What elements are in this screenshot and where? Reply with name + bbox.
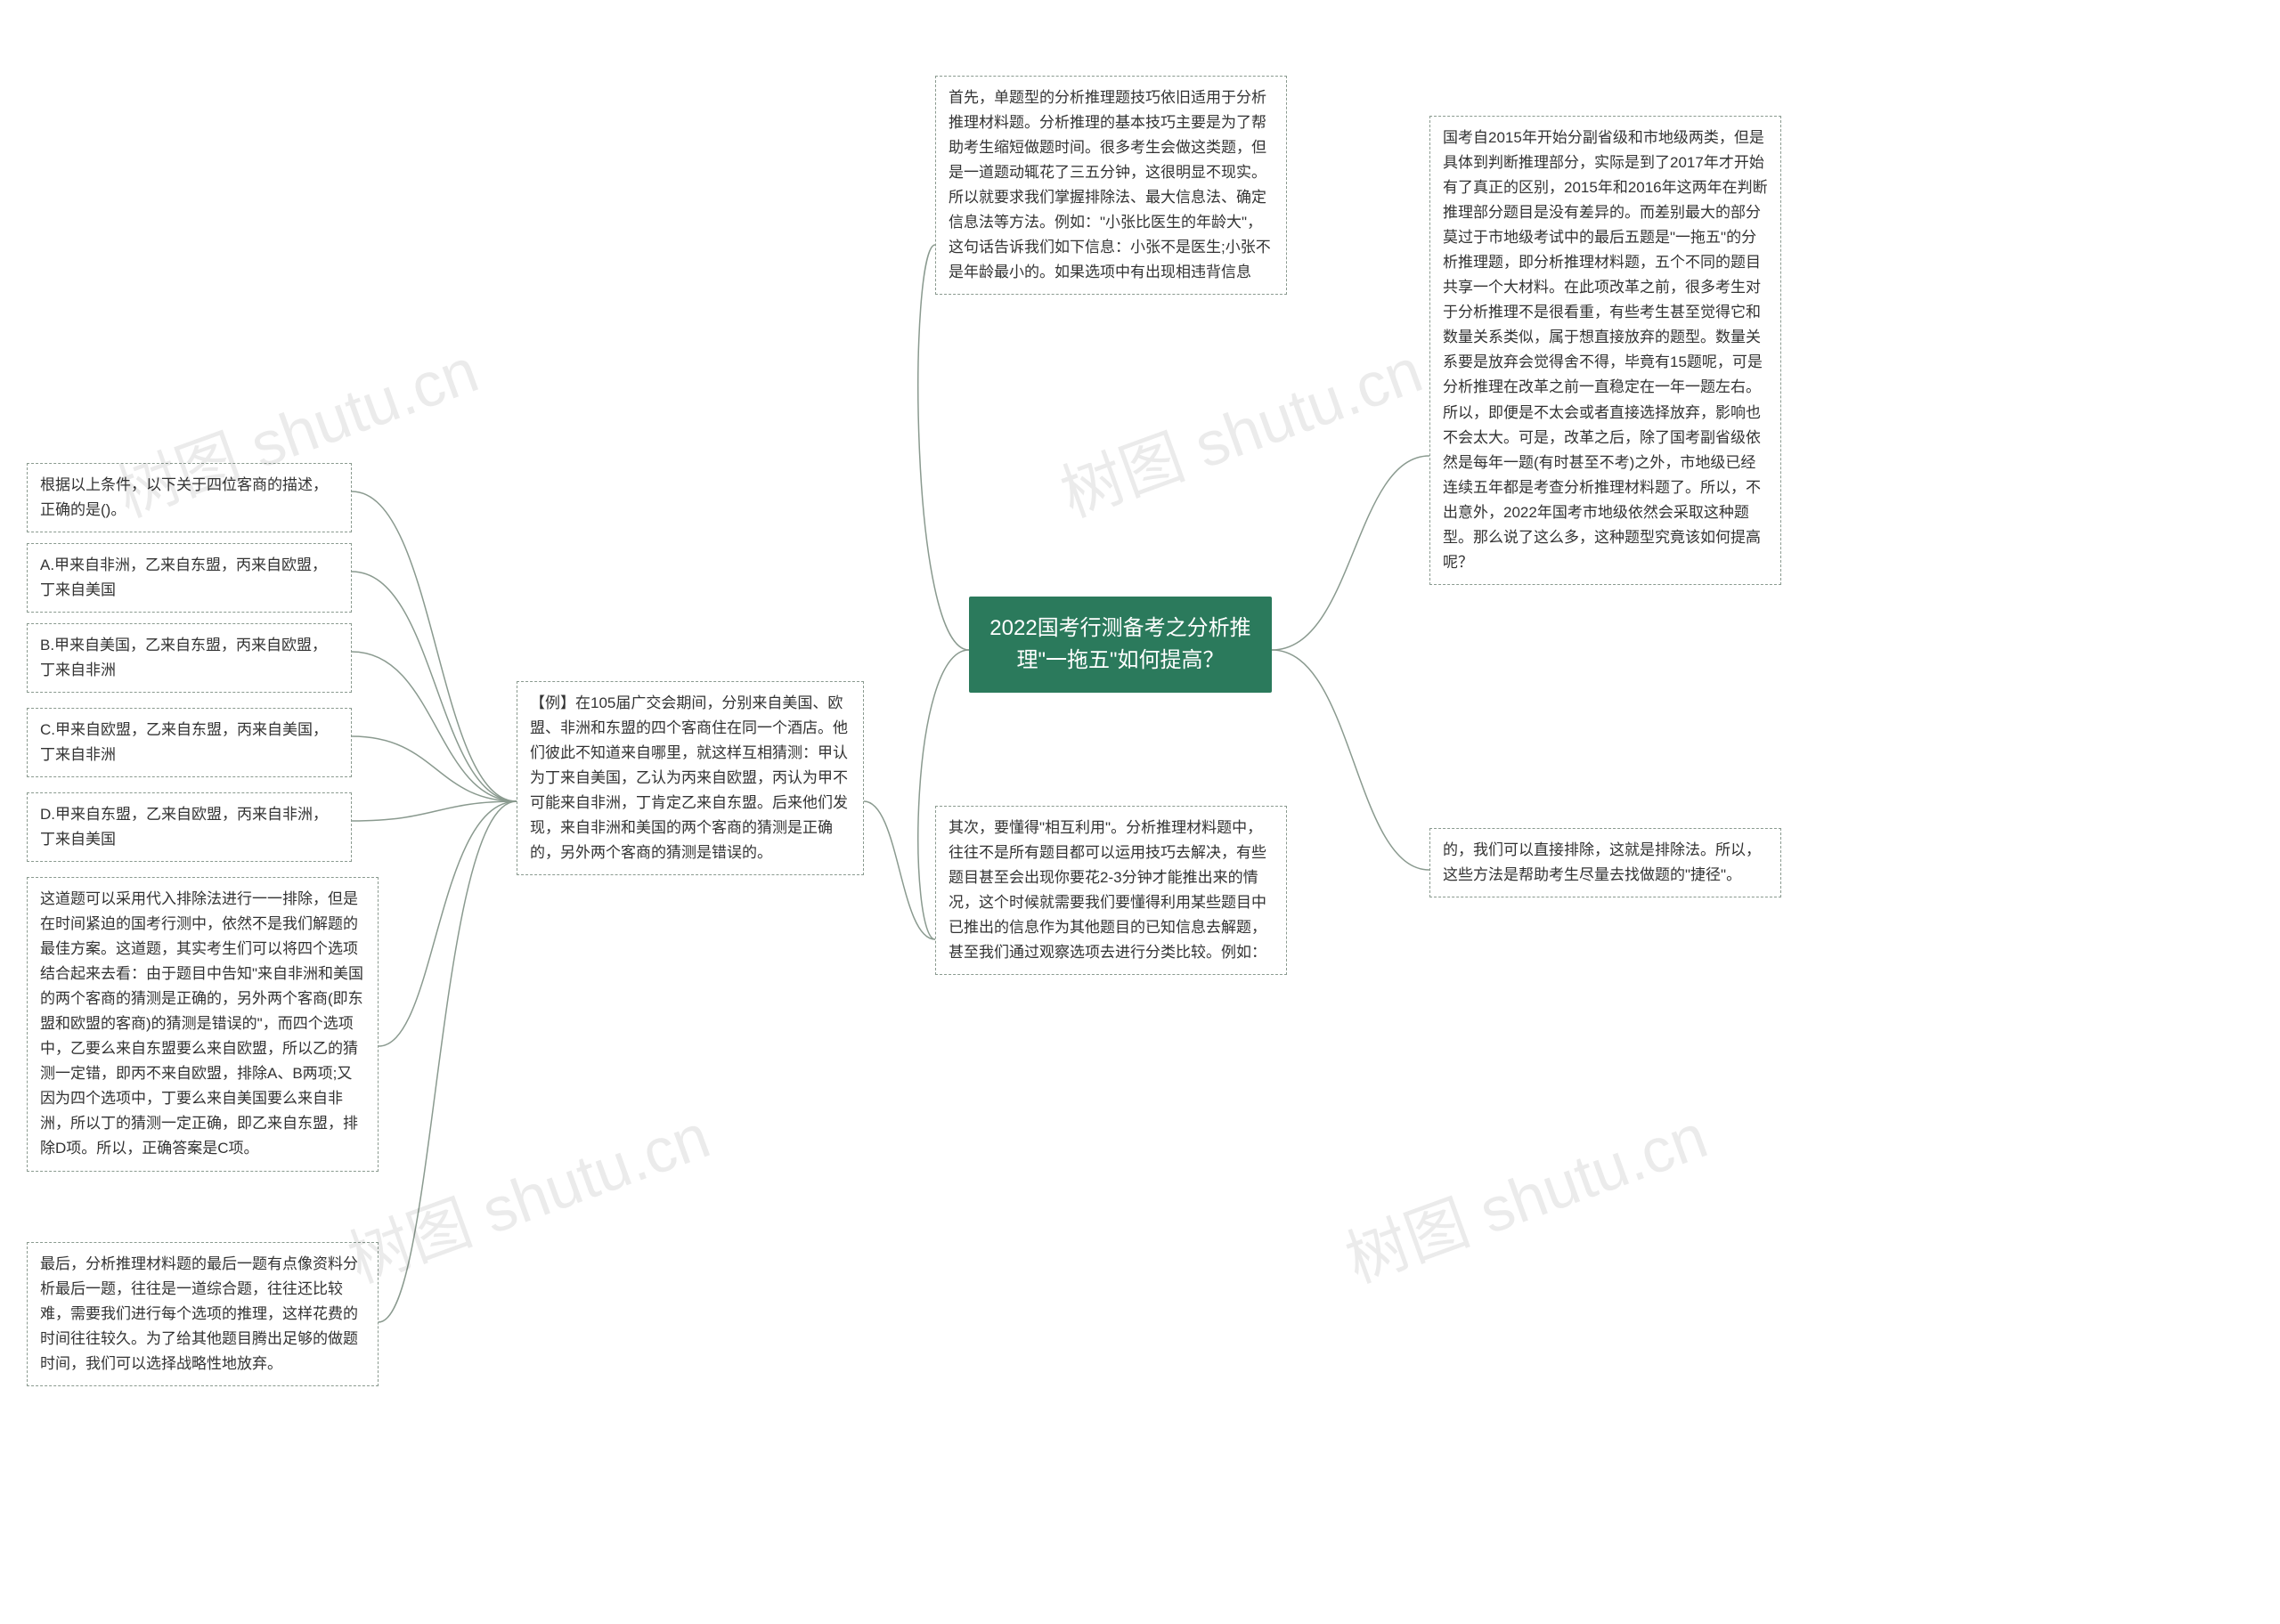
- node-text: D.甲来自东盟，乙来自欧盟，丙来自非洲，丁来自美国: [40, 806, 328, 848]
- node-text: A.甲来自非洲，乙来自东盟，丙来自欧盟，丁来自美国: [40, 556, 327, 598]
- node-option-c: C.甲来自欧盟，乙来自东盟，丙来自美国，丁来自非洲: [27, 708, 352, 777]
- node-text: 国考自2015年开始分副省级和市地级两类，但是具体到判断推理部分，实际是到了20…: [1443, 129, 1768, 571]
- node-option-a: A.甲来自非洲，乙来自东盟，丙来自欧盟，丁来自美国: [27, 543, 352, 613]
- node-text: 【例】在105届广交会期间，分别来自美国、欧盟、非洲和东盟的四个客商住在同一个酒…: [530, 694, 848, 861]
- node-explanation: 这道题可以采用代入排除法进行一一排除，但是在时间紧迫的国考行测中，依然不是我们解…: [27, 877, 379, 1172]
- node-text: 最后，分析推理材料题的最后一题有点像资料分析最后一题，往往是一道综合题，往往还比…: [40, 1255, 358, 1372]
- node-text: 这道题可以采用代入排除法进行一一排除，但是在时间紧迫的国考行测中，依然不是我们解…: [40, 890, 363, 1157]
- root-title: 2022国考行测备考之分析推理"一拖五"如何提高？: [989, 616, 1250, 672]
- watermark-text: 树图 shutu.cn: [339, 1100, 718, 1295]
- node-text: 的，我们可以直接排除，这就是排除法。所以，这些方法是帮助考生尽量去找做题的"捷径…: [1443, 841, 1761, 883]
- node-exclusion-method: 的，我们可以直接排除，这就是排除法。所以，这些方法是帮助考生尽量去找做题的"捷径…: [1429, 828, 1781, 897]
- node-text: 首先，单题型的分析推理题技巧依旧适用于分析推理材料题。分析推理的基本技巧主要是为…: [949, 89, 1271, 280]
- watermark: 树图 shutu.cn: [1047, 321, 1433, 535]
- node-text: C.甲来自欧盟，乙来自东盟，丙来自美国，丁来自非洲: [40, 721, 328, 763]
- node-option-b: B.甲来自美国，乙来自东盟，丙来自欧盟，丁来自非洲: [27, 623, 352, 693]
- node-second-technique: 其次，要懂得"相互利用"。分析推理材料题中，往往不是所有题目都可以运用技巧去解决…: [935, 806, 1287, 975]
- watermark: 树图 shutu.cn: [335, 1087, 721, 1301]
- node-text: 根据以上条件，以下关于四位客商的描述，正确的是()。: [40, 476, 328, 518]
- node-first-technique: 首先，单题型的分析推理题技巧依旧适用于分析推理材料题。分析推理的基本技巧主要是为…: [935, 76, 1287, 295]
- node-option-d: D.甲来自东盟，乙来自欧盟，丙来自非洲，丁来自美国: [27, 792, 352, 862]
- node-text: 其次，要懂得"相互利用"。分析推理材料题中，往往不是所有题目都可以运用技巧去解决…: [949, 819, 1266, 961]
- node-text: B.甲来自美国，乙来自东盟，丙来自欧盟，丁来自非洲: [40, 637, 327, 678]
- node-last-tip: 最后，分析推理材料题的最后一题有点像资料分析最后一题，往往是一道综合题，往往还比…: [27, 1242, 379, 1386]
- watermark-text: 树图 shutu.cn: [1337, 1100, 1715, 1295]
- watermark: 树图 shutu.cn: [1332, 1087, 1718, 1301]
- node-example: 【例】在105届广交会期间，分别来自美国、欧盟、非洲和东盟的四个客商住在同一个酒…: [517, 681, 864, 875]
- node-background-info: 国考自2015年开始分副省级和市地级两类，但是具体到判断推理部分，实际是到了20…: [1429, 116, 1781, 585]
- watermark-text: 树图 shutu.cn: [1052, 335, 1430, 529]
- node-question: 根据以上条件，以下关于四位客商的描述，正确的是()。: [27, 463, 352, 532]
- mindmap-root: 2022国考行测备考之分析推理"一拖五"如何提高？: [969, 597, 1272, 693]
